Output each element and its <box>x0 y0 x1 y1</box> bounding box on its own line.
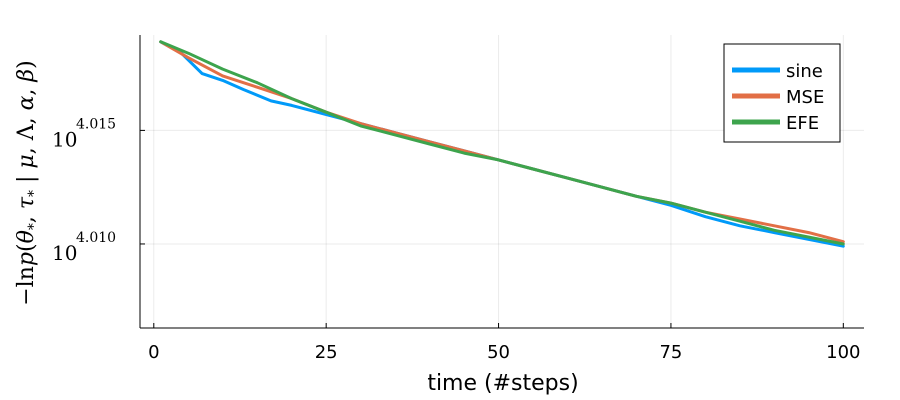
x-tick-label: 75 <box>659 342 682 363</box>
y-tick-label: 104.015 <box>52 116 116 151</box>
legend-box <box>723 43 841 143</box>
legend-label-sine: sine <box>786 61 823 82</box>
x-axis-title: time (#steps) <box>427 371 578 396</box>
x-tick-label: 0 <box>148 342 159 363</box>
x-tick-label: 25 <box>315 342 338 363</box>
y-tick-label: 104.010 <box>52 230 116 265</box>
grid-lines <box>140 35 864 328</box>
svg-text:4.010: 4.010 <box>76 230 116 246</box>
svg-text:10: 10 <box>52 241 77 265</box>
y-axis-title: −lnp(θ*, τ* | μ, Λ, α, β) <box>14 60 42 306</box>
x-tick-label: 100 <box>826 342 860 363</box>
legend-label-mse: MSE <box>786 87 824 108</box>
legend-label-efe: EFE <box>786 113 819 134</box>
legend: sine MSE EFE <box>723 43 841 143</box>
x-tick-labels: 0 25 50 75 100 <box>148 342 860 363</box>
x-tick-label: 50 <box>487 342 510 363</box>
svg-text:10: 10 <box>52 127 77 151</box>
svg-text:−lnp(θ*, τ* | μ, Λ, α, β): −lnp(θ*, τ* | μ, Λ, α, β) <box>14 60 42 306</box>
axes <box>139 35 864 329</box>
series-group <box>159 40 845 248</box>
series-line-efe <box>159 40 845 246</box>
svg-text:4.015: 4.015 <box>76 116 116 132</box>
